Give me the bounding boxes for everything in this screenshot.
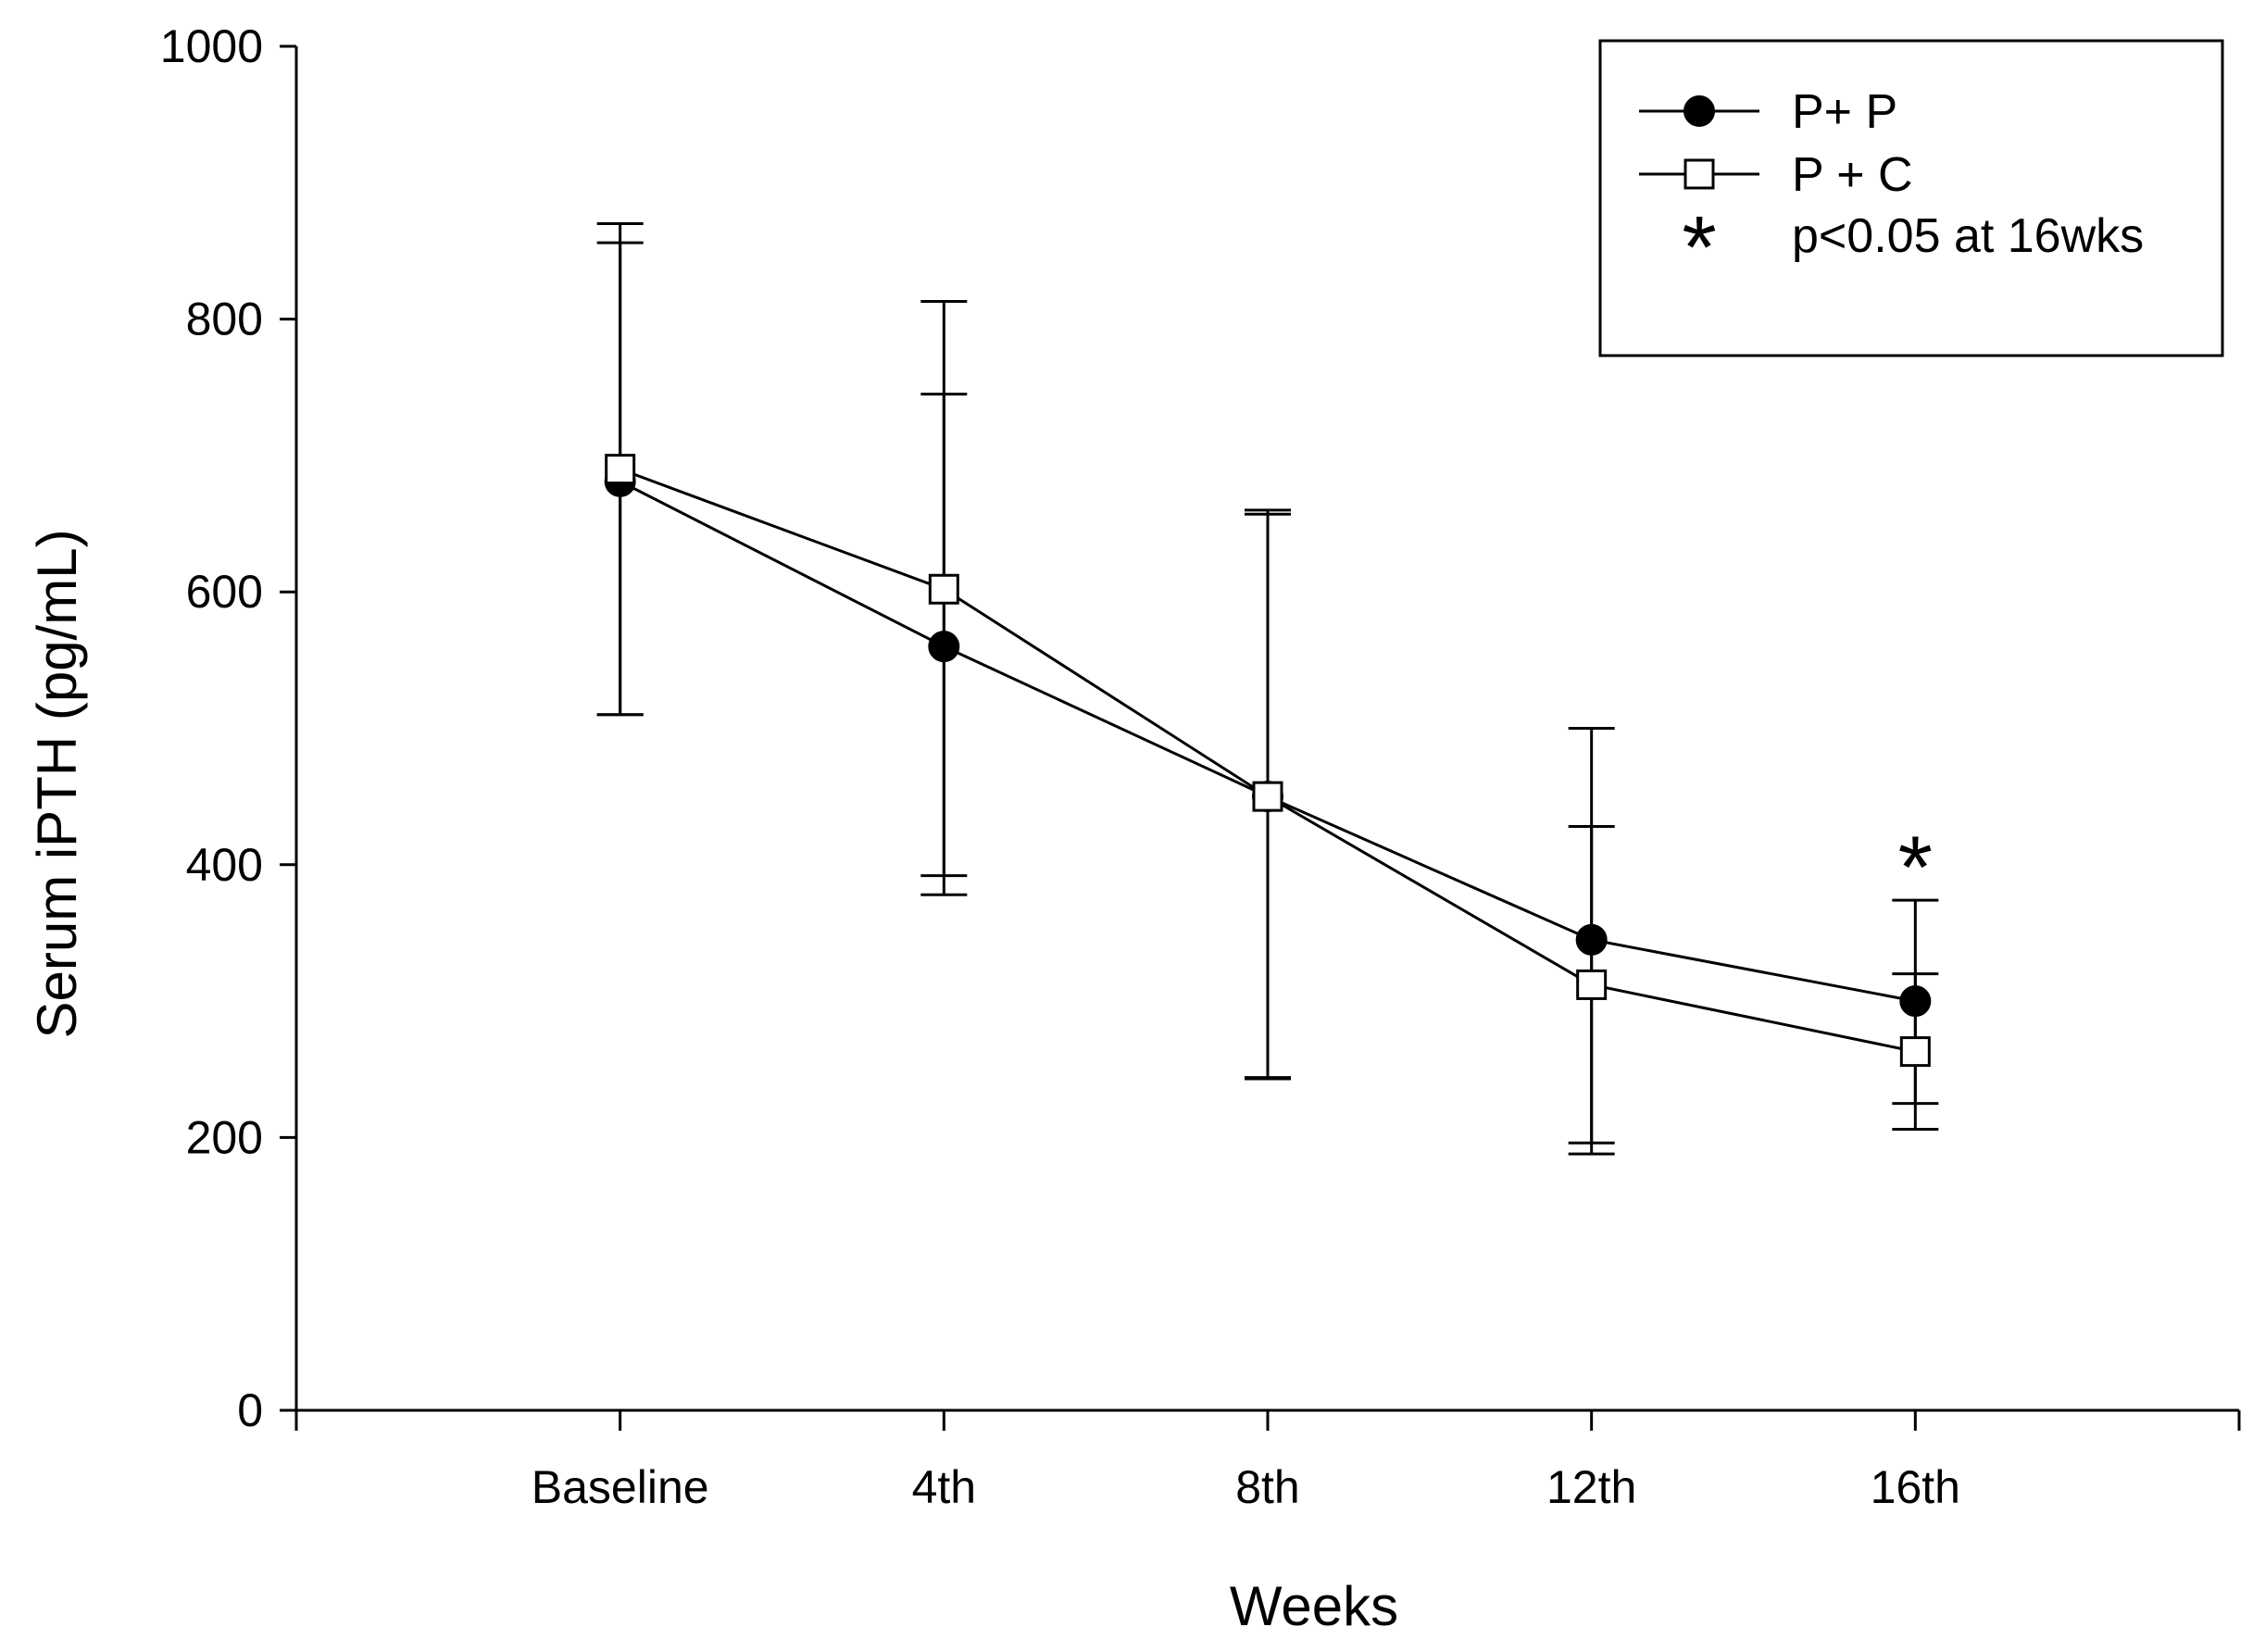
y-tick-label: 1000 bbox=[160, 20, 263, 72]
legend: P+ P P + C * p<0.05 at 16wks bbox=[1598, 39, 2224, 357]
y-tick-label: 200 bbox=[186, 1111, 263, 1163]
y-tick-label: 400 bbox=[186, 839, 263, 891]
data-markers bbox=[604, 454, 1932, 1068]
data-point-series-1 bbox=[928, 631, 960, 663]
significance-star: * bbox=[1898, 819, 1933, 918]
data-point-series-2 bbox=[605, 454, 636, 485]
legend-box bbox=[1598, 39, 2224, 357]
data-point-series-1 bbox=[1575, 923, 1608, 956]
y-tick-label: 0 bbox=[237, 1384, 263, 1436]
legend-marker bbox=[1683, 158, 1715, 190]
x-tick-label: 4th bbox=[912, 1461, 977, 1513]
legend-label: P + C bbox=[1792, 148, 1913, 202]
y-tick-label: 800 bbox=[186, 294, 263, 345]
data-point-series-2 bbox=[1576, 969, 1608, 1000]
y-tick-label: 600 bbox=[186, 566, 263, 618]
annotations: * bbox=[1898, 819, 1933, 918]
legend-significance-label: p<0.05 at 16wks bbox=[1792, 209, 2144, 263]
data-point-series-2 bbox=[1252, 781, 1283, 812]
x-axis-title: Weeks bbox=[1230, 1575, 1398, 1637]
data-point-series-2 bbox=[1899, 1036, 1931, 1068]
x-tick-label: Baseline bbox=[532, 1461, 709, 1513]
data-point-series-1 bbox=[1899, 985, 1932, 1018]
y-axis-title: Serum iPTH (pg/mL) bbox=[26, 529, 88, 1038]
data-point-series-2 bbox=[928, 573, 959, 605]
x-tick-label: 16th bbox=[1871, 1461, 1960, 1513]
legend-marker bbox=[1683, 95, 1715, 127]
legend-significance-symbol: * bbox=[1682, 198, 1716, 297]
legend-label: P+ P bbox=[1792, 85, 1897, 139]
axes: 0 200 400 600 800 1000 Baseline 4th 8th 12th 16th W… bbox=[26, 20, 2241, 1637]
x-tick-label: 8th bbox=[1235, 1461, 1300, 1513]
x-tick-label: 12th bbox=[1546, 1461, 1636, 1513]
